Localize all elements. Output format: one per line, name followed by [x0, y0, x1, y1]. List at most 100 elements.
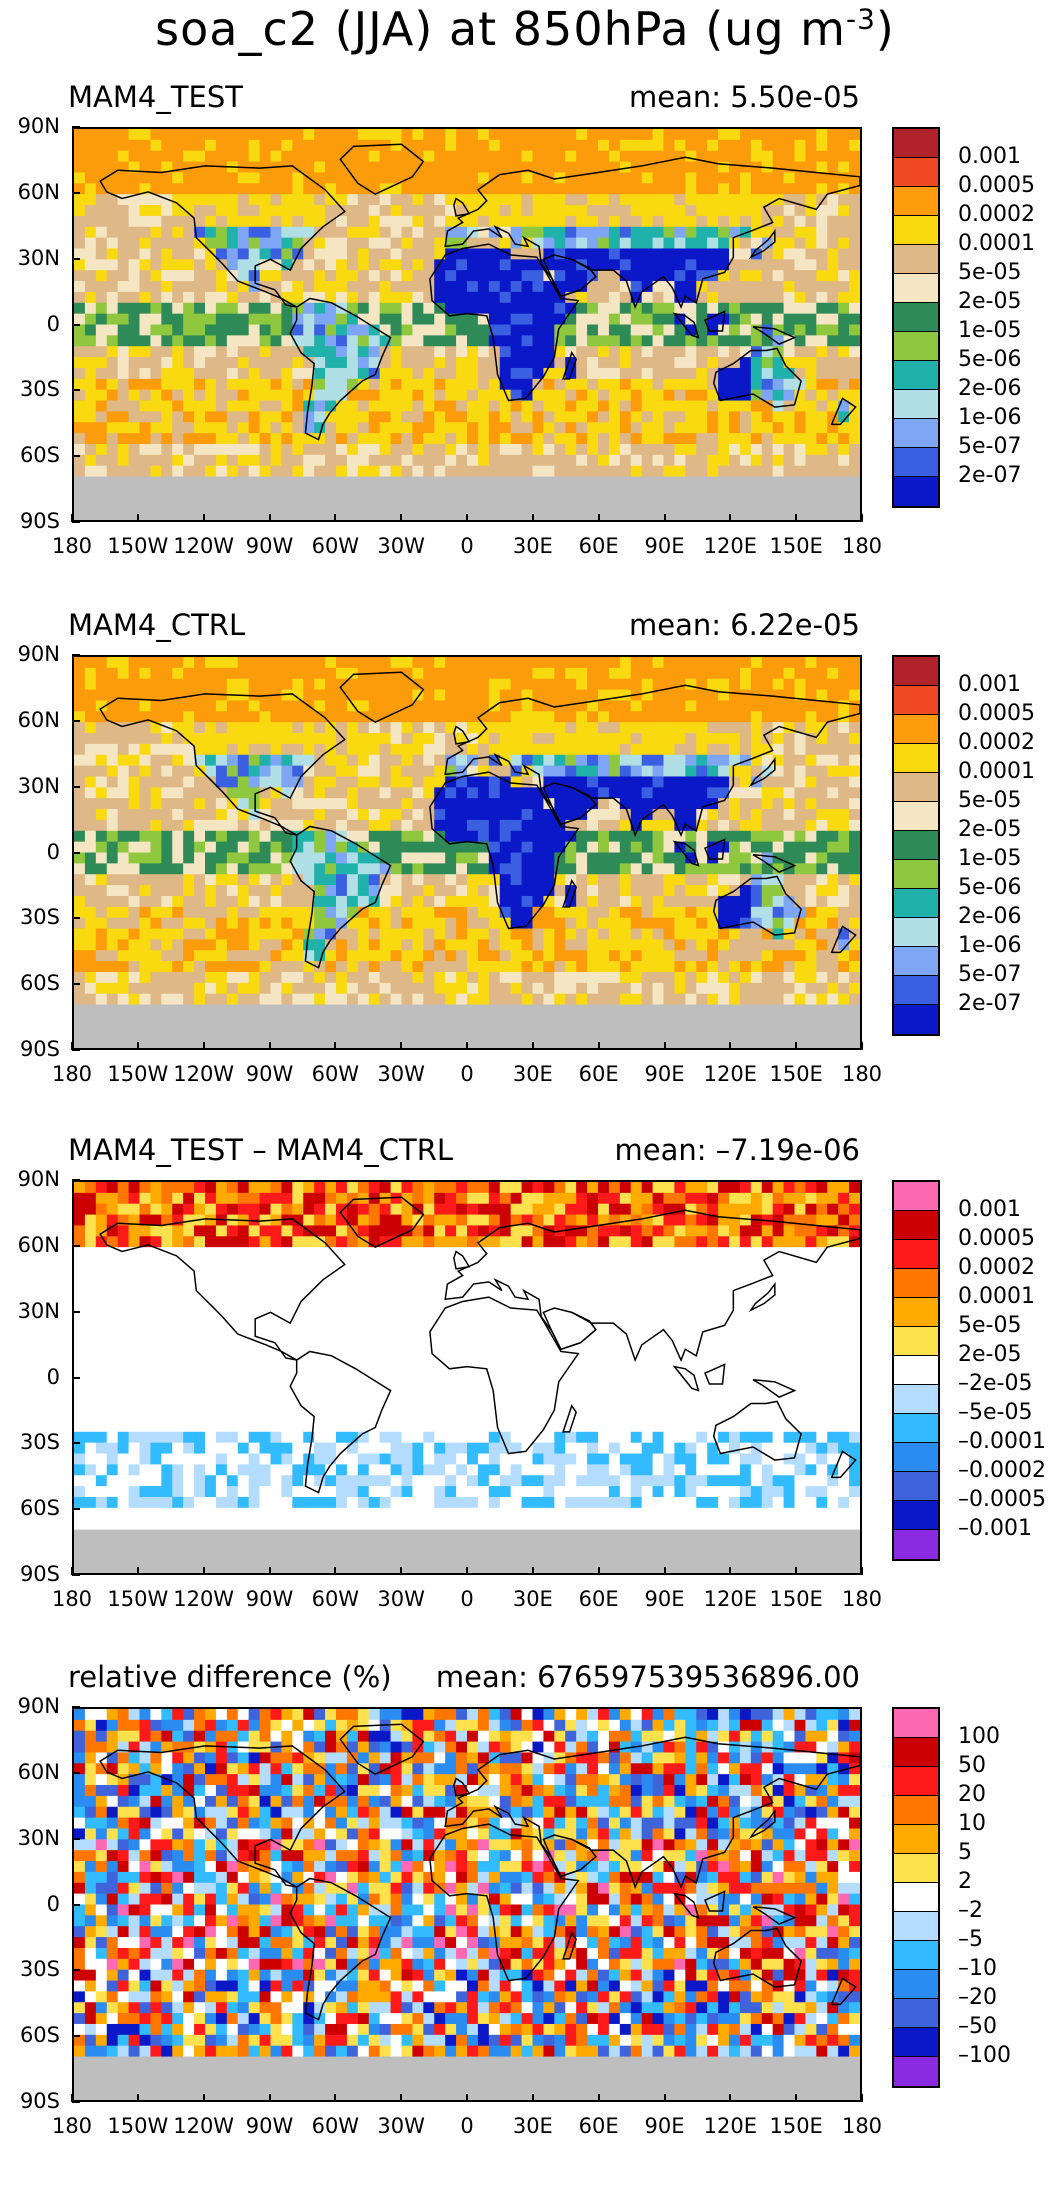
map-cell — [598, 798, 610, 810]
map-cell — [292, 939, 304, 951]
map-cell — [150, 509, 162, 520]
map-cell — [84, 422, 97, 434]
map-cell — [237, 346, 250, 358]
map-cell — [117, 754, 130, 767]
map-cell — [325, 830, 337, 843]
map-cell — [587, 776, 599, 788]
map-cell — [368, 961, 381, 973]
map-cell — [412, 389, 424, 402]
map-cell — [685, 895, 697, 908]
map-cell — [335, 194, 348, 206]
map-cell — [587, 841, 599, 854]
map-cell — [237, 302, 250, 315]
map-cell — [95, 939, 108, 951]
map-cell — [292, 819, 304, 832]
map-cell — [674, 270, 686, 282]
map-cell — [292, 422, 304, 434]
map-cell — [816, 302, 828, 315]
map-cell — [161, 302, 173, 315]
map-cell — [728, 422, 741, 434]
map-cell — [106, 139, 119, 152]
map-cell — [543, 678, 555, 691]
map-cell — [565, 357, 577, 369]
map-cell — [707, 281, 719, 293]
map-cell — [619, 346, 632, 358]
map-cell — [477, 722, 490, 734]
map-cell — [707, 711, 719, 723]
map-cell — [783, 433, 796, 445]
map-cell — [314, 476, 326, 489]
map-cell — [74, 928, 86, 940]
map-cell — [161, 454, 173, 467]
map-cell — [128, 971, 141, 984]
map-cell — [772, 487, 785, 499]
map-cell — [728, 841, 741, 854]
map-cell — [707, 389, 719, 402]
map-cell — [412, 183, 424, 195]
map-cell — [696, 830, 708, 843]
map-cell — [554, 711, 566, 723]
map-cell — [357, 917, 370, 930]
map-cell — [401, 852, 414, 864]
map-cell — [412, 172, 424, 184]
map-cell — [849, 476, 860, 489]
map-cell — [576, 765, 588, 778]
map-cell — [685, 378, 697, 391]
map-cell — [270, 787, 283, 799]
map-cell — [401, 787, 414, 799]
map-cell — [532, 422, 545, 434]
map-cell — [423, 776, 435, 788]
map-cell — [226, 700, 239, 712]
map-cell — [270, 993, 283, 1006]
map-cell — [161, 885, 173, 897]
map-cell — [685, 346, 697, 358]
map-cell — [619, 787, 632, 799]
map-cell — [598, 711, 610, 723]
map-cell — [314, 335, 326, 347]
map-cell — [423, 906, 435, 919]
map-cell — [827, 335, 839, 347]
map-cell — [379, 129, 392, 141]
map-cell — [532, 226, 545, 239]
map-cell — [346, 183, 359, 195]
colorbar-level-label: 2e-07 — [958, 463, 1022, 488]
map-cell — [739, 291, 752, 304]
map-cell — [248, 172, 261, 184]
map-cell — [477, 389, 490, 402]
map-cell — [303, 678, 315, 691]
map-cell — [630, 194, 643, 206]
map-cell — [477, 798, 490, 810]
map-cell — [499, 433, 512, 445]
map-cell — [805, 476, 817, 489]
map-cell — [314, 743, 326, 756]
map-cell — [423, 259, 435, 271]
map-cell — [390, 917, 403, 930]
map-cell — [510, 982, 523, 995]
map-cell — [172, 291, 184, 304]
map-cell — [488, 270, 501, 282]
map-cell — [357, 357, 370, 369]
map-cell — [543, 291, 555, 304]
map-cell — [281, 422, 293, 434]
map-cell — [718, 971, 730, 984]
map-cell — [248, 993, 261, 1006]
map-cell — [652, 950, 665, 962]
map-cell — [761, 722, 774, 734]
map-cell — [248, 711, 261, 723]
map-cell — [587, 722, 599, 734]
map-cell — [445, 498, 457, 510]
map-cell — [237, 917, 250, 930]
map-cell — [532, 259, 545, 271]
map-cell — [467, 205, 479, 217]
map-cell — [805, 226, 817, 239]
map-cell — [641, 667, 654, 680]
map-cell — [685, 172, 697, 184]
map-cell — [335, 961, 348, 973]
map-cell — [794, 465, 807, 478]
map-cell — [281, 291, 293, 304]
map-cell — [194, 346, 206, 358]
map-cell — [477, 700, 490, 712]
map-cell — [423, 754, 435, 767]
map-cell — [128, 993, 141, 1006]
map-cell — [325, 961, 337, 973]
